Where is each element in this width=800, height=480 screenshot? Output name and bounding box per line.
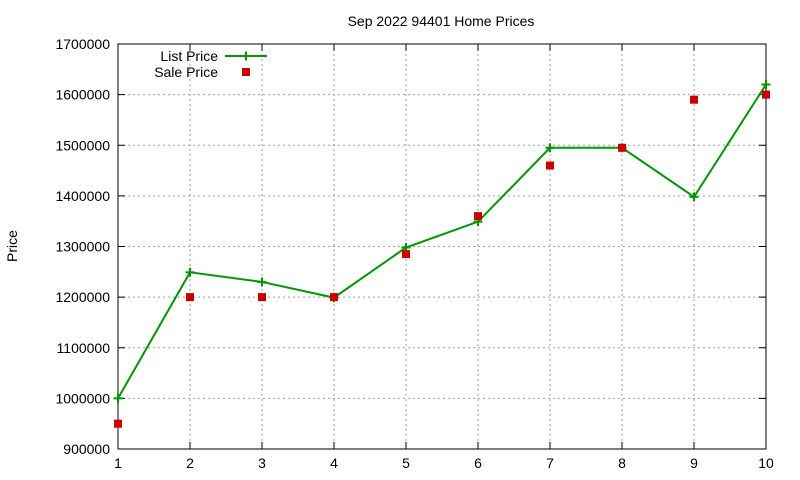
y-tick-label: 1600000 [55, 87, 110, 103]
x-tick-label: 7 [546, 455, 554, 471]
y-tick-label: 900000 [63, 441, 110, 457]
y-tick-label: 1300000 [55, 239, 110, 255]
list-price-point [761, 80, 771, 89]
y-tick-label: 1200000 [55, 289, 110, 305]
sale-price-point [618, 143, 626, 152]
x-tick-label: 6 [474, 455, 482, 471]
list-price-point [257, 277, 267, 287]
ticks: 900000 1000000 1100000 1200000 1300000 140000… [55, 36, 774, 471]
sale-price-point [258, 293, 266, 302]
y-tick-label: 1400000 [55, 188, 110, 204]
chart-title: Sep 2022 94401 Home Prices [348, 13, 535, 29]
sale-price-point [546, 161, 554, 170]
sale-price-point [474, 212, 482, 221]
list-price-point [689, 192, 699, 202]
legend-marker [241, 51, 251, 61]
y-tick-label: 1000000 [55, 390, 110, 406]
sale-price-point [690, 95, 698, 104]
legend-label: Sale Price [154, 64, 218, 80]
list-price-point [185, 267, 195, 277]
y-axis-label: Price [4, 230, 20, 262]
x-tick-label: 5 [402, 455, 410, 471]
legend-label: List Price [160, 48, 218, 64]
x-tick-label: 1 [114, 455, 122, 471]
x-tick-label: 3 [258, 455, 266, 471]
x-tick-label: 2 [186, 455, 194, 471]
sale-price-point [402, 250, 410, 259]
list-price-point [545, 143, 555, 153]
sale-price-point [186, 293, 194, 302]
sale-price-point [114, 419, 122, 428]
list-price-line [117, 83, 767, 399]
legend-marker [242, 68, 250, 76]
x-tick-label: 9 [690, 455, 698, 471]
y-tick-label: 1100000 [57, 340, 111, 356]
sale-price-point [330, 293, 338, 302]
list-price-point [113, 393, 123, 403]
x-tick-label: 10 [758, 455, 774, 471]
x-tick-label: 4 [330, 455, 338, 471]
y-tick-label: 1500000 [55, 137, 110, 153]
x-tick-label: 8 [618, 455, 626, 471]
series [113, 80, 771, 428]
grid [118, 44, 766, 449]
y-tick-label: 1700000 [55, 36, 110, 52]
sale-price-point [762, 90, 770, 99]
